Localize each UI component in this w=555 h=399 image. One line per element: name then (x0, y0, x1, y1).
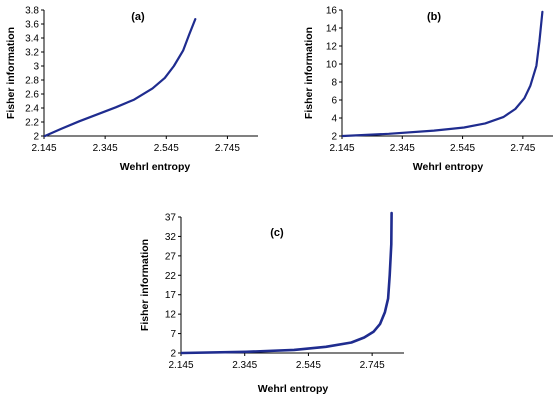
x-tick-label: 2.145 (329, 143, 354, 154)
x-tick-label: 2.345 (232, 360, 257, 371)
series-line-0 (180, 211, 393, 355)
y-tick-label: 37 (165, 213, 177, 224)
chart-panel-0: 2 2.2 2.4 2.6 2.8 3 3.2 3.4 3.6 3.8 2.145 2.345 2.54… (5, 6, 258, 173)
y-tick-label: 12 (326, 42, 338, 53)
panel-title: (c) (270, 227, 284, 239)
y-axis-label: Fisher information (5, 27, 17, 119)
y-axis-label: Fisher information (303, 27, 315, 119)
y-tick-label: 2.2 (25, 118, 39, 129)
y-axis-label: Fisher information (139, 239, 151, 331)
y-tick-label: 2 (331, 132, 337, 143)
y-tick-label: 12 (165, 310, 177, 321)
panel-title: (b) (427, 11, 441, 23)
x-tick-label: 2.545 (154, 143, 179, 154)
x-tick-label: 2.745 (360, 360, 385, 371)
x-tick-label: 2.745 (215, 143, 240, 154)
x-tick-label: 2.345 (93, 143, 118, 154)
y-tick-label: 17 (165, 290, 177, 301)
y-tick-label: 3.6 (25, 20, 39, 31)
y-tick-label: 16 (326, 6, 338, 17)
y-tick-label: 7 (170, 329, 176, 340)
x-tick-label: 2.745 (510, 143, 535, 154)
y-tick-label: 2 (170, 349, 176, 360)
y-tick-label: 3.4 (25, 34, 39, 45)
x-tick-label: 2.545 (450, 143, 475, 154)
x-tick-label: 2.345 (390, 143, 415, 154)
y-tick-label: 32 (165, 232, 177, 243)
y-tick-label: 2 (33, 132, 39, 143)
x-tick-label: 2.145 (168, 360, 193, 371)
y-tick-label: 27 (165, 251, 177, 262)
y-tick-label: 3 (33, 62, 39, 73)
panel-title: (a) (131, 11, 145, 23)
y-tick-label: 10 (326, 60, 338, 71)
series-line-0 (43, 18, 197, 138)
y-tick-label: 3.8 (25, 6, 39, 17)
y-tick-label: 6 (331, 96, 337, 107)
series-line-0 (341, 10, 544, 138)
y-tick-label: 8 (331, 78, 337, 89)
y-tick-label: 2.8 (25, 76, 39, 87)
y-tick-label: 22 (165, 271, 177, 282)
x-axis-label: Wehrl entropy (413, 161, 484, 173)
x-axis-label: Wehrl entropy (258, 383, 329, 395)
y-tick-label: 4 (331, 114, 337, 125)
y-tick-label: 14 (326, 24, 338, 35)
y-tick-label: 3.2 (25, 48, 39, 59)
y-tick-label: 2.6 (25, 90, 39, 101)
y-tick-label: 2.4 (25, 104, 39, 115)
chart-panel-1: 2 4 6 8 10 12 14 16 2.145 2.345 2.545 2.745 (b) Wehrl… (303, 6, 553, 173)
x-axis-label: Wehrl entropy (120, 161, 191, 173)
x-tick-label: 2.145 (31, 143, 56, 154)
x-tick-label: 2.545 (296, 360, 321, 371)
